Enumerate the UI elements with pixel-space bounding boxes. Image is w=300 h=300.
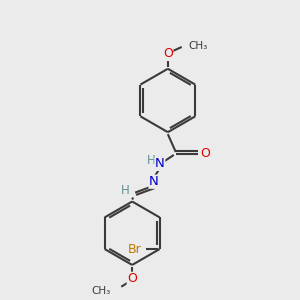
Text: CH₃: CH₃: [91, 286, 110, 296]
Text: N: N: [149, 175, 159, 188]
Text: O: O: [127, 272, 137, 285]
Text: O: O: [163, 47, 173, 60]
Text: CH₃: CH₃: [189, 41, 208, 51]
Text: H: H: [121, 184, 130, 197]
Text: H: H: [147, 154, 155, 167]
Text: O: O: [200, 148, 210, 160]
Text: Br: Br: [128, 243, 142, 256]
Text: N: N: [155, 158, 165, 170]
